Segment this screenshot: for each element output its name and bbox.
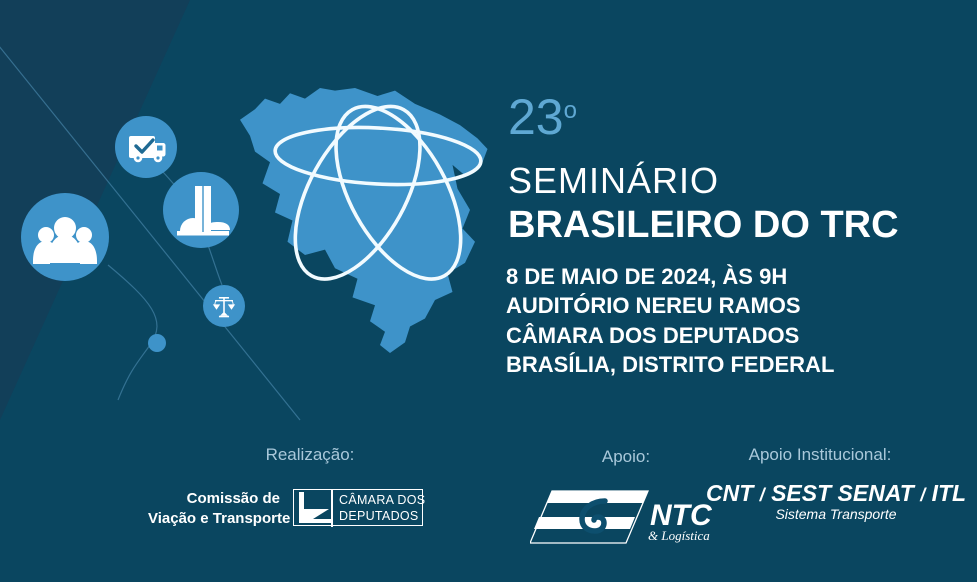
svg-text:& Logística: & Logística (648, 528, 710, 543)
